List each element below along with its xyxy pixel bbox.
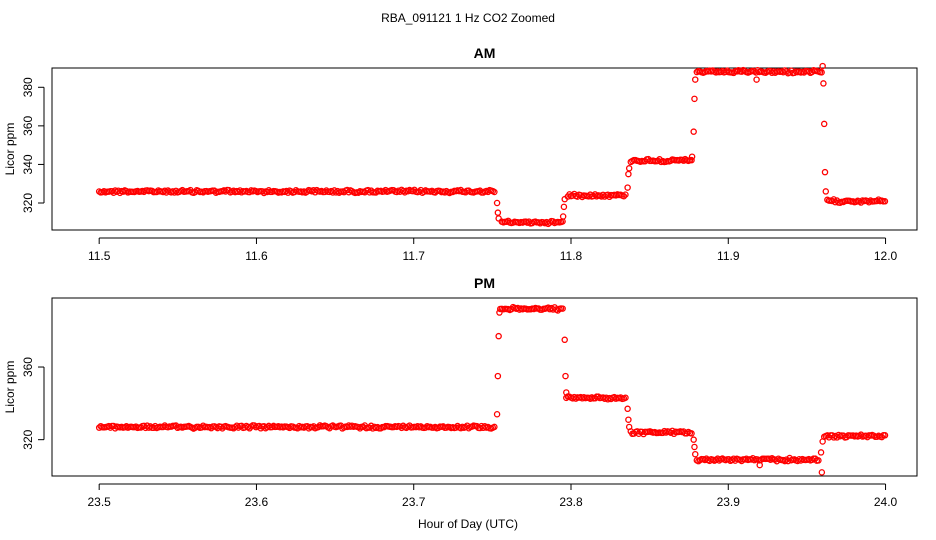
data-point [494,372,502,380]
data-points-pm [95,303,889,476]
y-tick-label-am: 320 [21,193,35,213]
data-point [730,69,737,77]
chart-panels: AM 11.5 11.6 11.7 11.8 11.9 12.0 320 340 360 380 Li… [3,45,918,509]
data-point [495,332,502,340]
x-tick-label-pm: 23.6 [245,495,269,509]
data-point [561,195,568,203]
data-point [688,153,696,160]
data-point [819,438,826,445]
panel-title-pm: PM [474,275,495,291]
data-point [820,120,828,128]
data-point [690,128,697,135]
data-point [688,430,695,437]
data-point [625,423,633,431]
plot-frame-am [51,67,918,231]
data-point [818,69,825,76]
data-point [692,76,699,83]
data-point [830,434,838,441]
data-point [562,372,569,380]
data-point [560,203,568,211]
data-point [260,189,268,197]
y-axis-title-pm: Licor ppm [3,361,17,414]
plot-frame-pm [51,297,918,477]
data-point [620,192,628,200]
data-point [817,449,825,456]
x-tick-label-am: 12.0 [874,249,898,263]
data-point [625,170,632,178]
data-point [495,215,502,222]
data-point [815,457,822,464]
data-point [561,336,568,344]
data-point [563,389,570,396]
data-point [756,461,763,469]
data-point [491,188,498,196]
data-point [356,425,364,432]
x-tick-label-pm: 24.0 [874,495,898,509]
figure-title: RBA_091121 1 Hz CO2 Zoomed [381,11,555,25]
x-tick-label-pm: 23.5 [88,495,112,509]
panel-am: AM 11.5 11.6 11.7 11.8 11.9 12.0 320 340 360 380 Li… [3,45,918,263]
data-point [491,423,498,431]
x-tick-label-am: 11.7 [402,249,425,263]
data-point [753,76,760,83]
y-axis-title-am: Licor ppm [3,123,17,176]
y-tick-label-pm: 320 [21,429,35,449]
data-point [821,168,829,176]
data-point [622,394,629,401]
data-point [690,436,697,443]
panel-title-am: AM [474,45,496,61]
data-point [494,209,502,216]
data-point [822,188,830,195]
data-point [493,199,501,207]
x-tick-label-am: 11.5 [88,249,111,263]
data-point [692,450,699,458]
data-point [881,198,889,205]
data-point [559,213,567,220]
data-point [496,309,503,316]
y-tick-label-am: 340 [21,154,35,174]
x-tick-label-pm: 23.7 [402,495,426,509]
data-point [691,95,698,103]
data-point [116,189,124,197]
data-point [493,410,501,418]
data-point [625,416,632,423]
data-points-am [95,62,889,228]
y-tick-label-am: 360 [21,116,35,136]
y-tick-label-am: 380 [21,77,35,97]
x-tick-label-pm: 23.8 [559,495,583,509]
x-axis-title: Hour of Day (UTC) [418,517,518,531]
data-point [688,156,695,164]
data-point [625,165,633,172]
data-point [820,80,827,87]
data-point [624,405,631,413]
data-point [622,191,629,198]
data-point [781,457,789,465]
x-tick-label-pm: 23.9 [717,495,741,509]
data-point [881,432,889,439]
y-tick-label-pm: 360 [21,357,35,377]
panel-pm: PM 23.5 23.6 23.7 23.8 23.9 24.0 320 360 Licor pp… [3,275,918,509]
data-point [559,305,566,312]
x-tick-label-am: 11.9 [717,249,740,263]
data-point [624,184,631,191]
x-tick-label-am: 11.6 [245,249,268,263]
x-tick-label-am: 11.8 [560,249,583,263]
data-point [691,443,698,451]
data-point [819,62,826,70]
data-point [818,469,826,476]
